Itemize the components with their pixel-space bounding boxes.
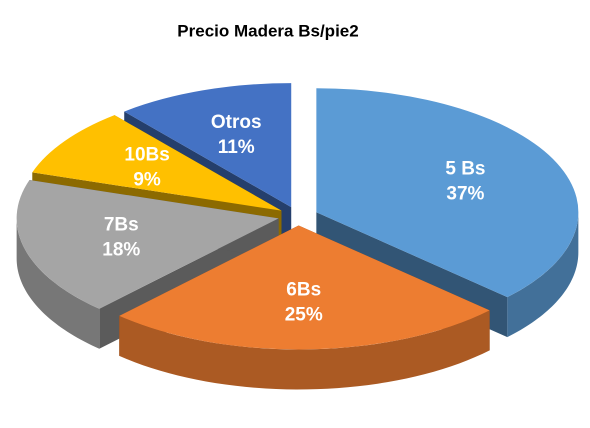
chart-title: Precio Madera Bs/pie2: [177, 21, 358, 40]
slice: [32, 115, 282, 211]
slice-group: [119, 225, 490, 390]
slice: [316, 88, 579, 298]
value-label: 25%: [285, 304, 323, 325]
category-label: 5 Bs: [445, 159, 485, 180]
category-label: Otros: [211, 112, 262, 133]
slice-wall: [119, 310, 490, 390]
category-label: 6Bs: [286, 279, 321, 300]
slice: [124, 83, 292, 208]
category-label: 7Bs: [104, 214, 139, 235]
slice-wall: [16, 218, 100, 349]
slice-wall: [507, 212, 579, 338]
slice: [16, 180, 279, 309]
value-label: 11%: [218, 137, 255, 158]
value-label: 18%: [102, 239, 140, 260]
value-label: 37%: [446, 184, 484, 205]
category-label: 10Bs: [124, 144, 169, 165]
slice: [119, 225, 490, 350]
value-label: 9%: [133, 169, 161, 190]
